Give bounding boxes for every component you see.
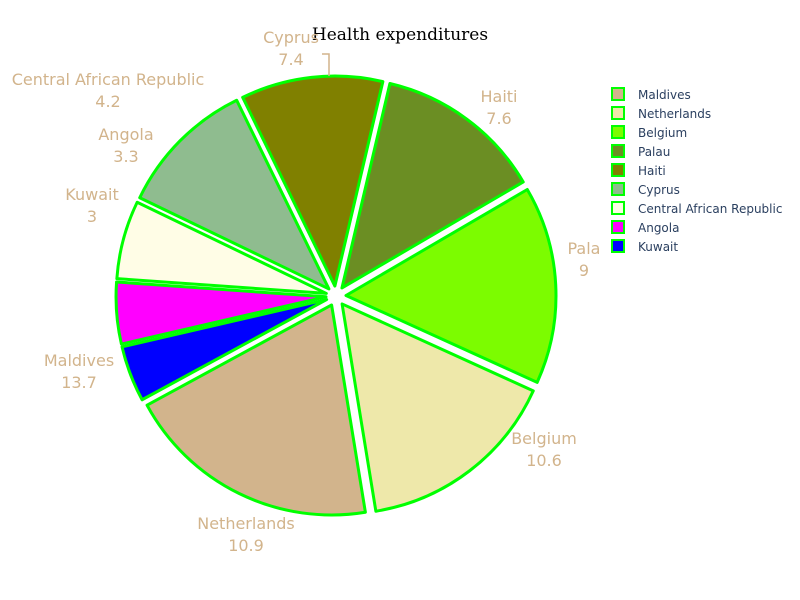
slice-value-central-african-republic: 4.2 bbox=[95, 92, 120, 111]
pie-slice-kuwait[interactable] bbox=[120, 298, 329, 402]
pie-labels: Maldives 13.7 Netherlands 10.9 Belgium 10.6 Pa… bbox=[12, 28, 601, 555]
legend: Maldives Netherlands Belgium Palau Haiti Cypr… bbox=[611, 87, 782, 254]
legend-item-kuwait[interactable]: Kuwait bbox=[611, 239, 678, 254]
legend-label-belgium: Belgium bbox=[638, 126, 687, 140]
legend-item-palau[interactable]: Palau bbox=[611, 144, 670, 159]
pie-slices bbox=[114, 74, 558, 517]
slice-label-angola: Angola bbox=[98, 125, 153, 144]
slice-value-maldives: 13.7 bbox=[61, 373, 97, 392]
slice-value-cyprus: 7.4 bbox=[278, 50, 303, 69]
legend-item-belgium[interactable]: Belgium bbox=[611, 125, 687, 140]
legend-item-cyprus[interactable]: Cyprus bbox=[611, 182, 680, 197]
slice-label-netherlands: Netherlands bbox=[197, 514, 295, 533]
legend-swatch-kuwait bbox=[611, 239, 625, 253]
pie-slice-netherlands[interactable] bbox=[340, 302, 535, 513]
pie-slice-central-african-republic[interactable] bbox=[115, 200, 328, 295]
legend-swatch-palau bbox=[611, 144, 625, 158]
legend-swatch-central-african-republic bbox=[611, 201, 625, 215]
slice-label-kuwait: Kuwait bbox=[65, 185, 118, 204]
pie-slice-maldives[interactable] bbox=[145, 303, 367, 517]
legend-swatch-angola bbox=[611, 220, 625, 234]
slice-value-haiti: 7.6 bbox=[486, 109, 511, 128]
pie-slice-cyprus[interactable] bbox=[138, 98, 331, 291]
legend-swatch-netherlands bbox=[611, 106, 625, 120]
legend-item-angola[interactable]: Angola bbox=[611, 220, 679, 235]
slice-value-palau: 9 bbox=[579, 261, 589, 280]
legend-item-maldives[interactable]: Maldives bbox=[611, 87, 691, 102]
pie-slice-belgium[interactable] bbox=[344, 188, 558, 384]
slice-value-kuwait: 3 bbox=[87, 207, 97, 226]
slice-label-cyprus: Cyprus bbox=[263, 28, 319, 47]
legend-swatch-haiti bbox=[611, 163, 625, 177]
legend-label-kuwait: Kuwait bbox=[638, 240, 678, 254]
chart-title: Health expenditures bbox=[312, 25, 488, 45]
legend-label-palau: Palau bbox=[638, 145, 670, 159]
slice-label-belgium: Belgium bbox=[511, 429, 577, 448]
slice-label-palau: Pala bbox=[568, 239, 601, 258]
slice-value-netherlands: 10.9 bbox=[228, 536, 264, 555]
legend-label-angola: Angola bbox=[638, 221, 679, 235]
cyprus-leader-line bbox=[322, 53, 330, 76]
legend-label-central-african-republic: Central African Republic bbox=[638, 202, 782, 216]
legend-item-netherlands[interactable]: Netherlands bbox=[611, 106, 711, 121]
pie-slice-palau[interactable] bbox=[340, 82, 525, 290]
pie-slice-angola[interactable] bbox=[114, 280, 328, 346]
legend-swatch-cyprus bbox=[611, 182, 625, 196]
pie-slice-haiti[interactable] bbox=[241, 74, 385, 288]
legend-label-haiti: Haiti bbox=[638, 164, 666, 178]
slice-value-angola: 3.3 bbox=[113, 147, 138, 166]
slice-value-belgium: 10.6 bbox=[526, 451, 562, 470]
legend-item-central-african-republic[interactable]: Central African Republic bbox=[611, 201, 782, 216]
legend-label-cyprus: Cyprus bbox=[638, 183, 680, 197]
legend-label-netherlands: Netherlands bbox=[638, 107, 711, 121]
legend-swatch-belgium bbox=[611, 125, 625, 139]
legend-label-maldives: Maldives bbox=[638, 88, 691, 102]
legend-item-haiti[interactable]: Haiti bbox=[611, 163, 666, 178]
legend-swatch-maldives bbox=[611, 87, 625, 101]
slice-label-haiti: Haiti bbox=[481, 87, 518, 106]
slice-label-maldives: Maldives bbox=[44, 351, 114, 370]
slice-label-central-african-republic: Central African Republic bbox=[12, 70, 205, 89]
